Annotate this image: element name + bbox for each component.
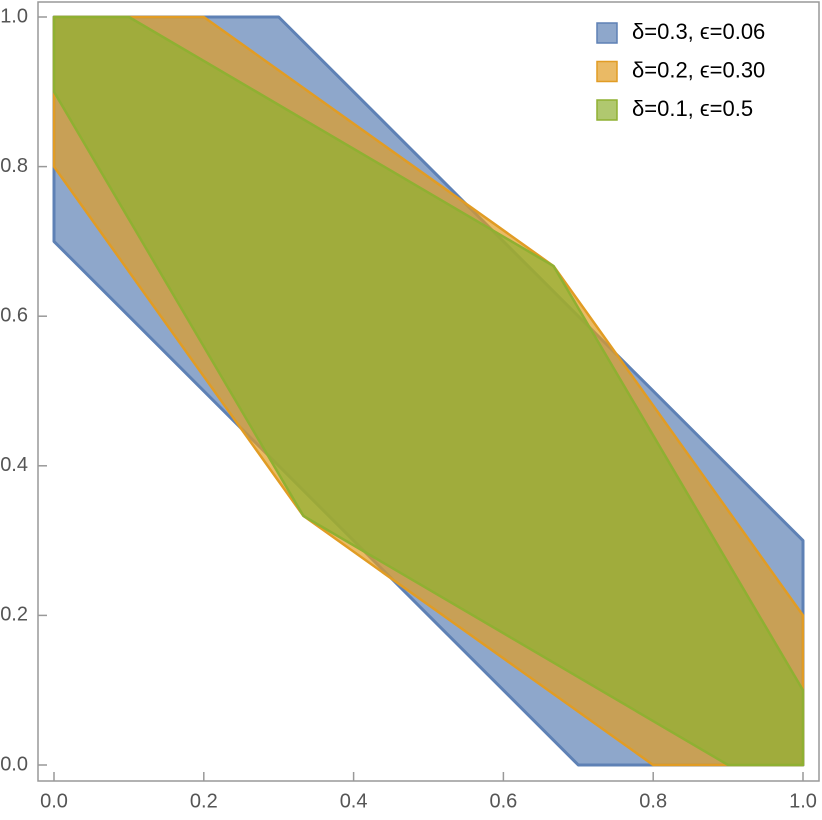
region [52,15,805,767]
plot-frame [37,1,820,782]
y-tick-label: 0.8 [0,155,28,177]
legend-label: δ=0.3, ϵ=0.06 [632,19,765,44]
x-tick-label: 0.8 [639,790,667,812]
legend-swatch [596,22,618,44]
legend-swatch [596,99,618,121]
y-tick-label: 0.6 [0,304,28,326]
y-tick-label: 0.4 [0,454,28,476]
legend-swatch [596,60,618,83]
y-tick-label: 0.2 [0,604,28,626]
y-tick-label: 0.0 [0,753,28,775]
legend-label: δ=0.1, ϵ=0.5 [632,96,753,121]
x-tick-label: 1.0 [789,790,817,812]
x-tick-label: 0.6 [489,790,517,812]
x-tick-label: 0.4 [340,790,368,812]
y-tick-label: 1.0 [0,5,28,27]
x-tick-label: 0.0 [40,790,68,812]
x-tick-label: 0.2 [190,790,218,812]
legend-label: δ=0.2, ϵ=0.30 [632,57,765,82]
